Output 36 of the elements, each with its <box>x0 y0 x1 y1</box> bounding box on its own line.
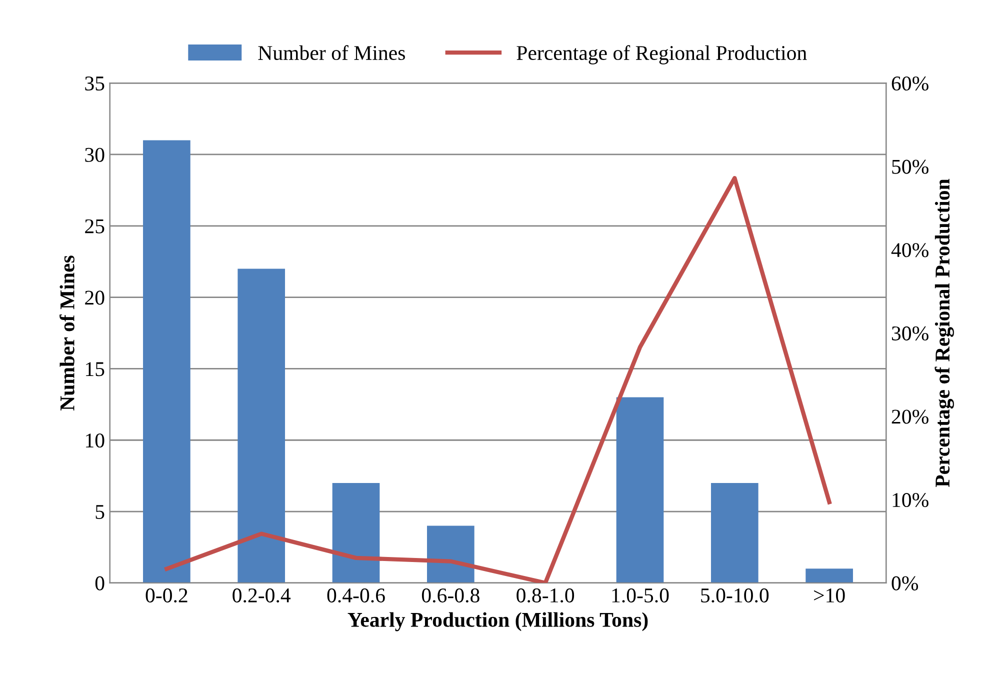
y2-tick-label: 10% <box>892 493 928 508</box>
y2-tick-label: 30% <box>892 326 928 341</box>
y2-tick-label: 60% <box>892 76 928 91</box>
bar <box>238 268 286 583</box>
y-tick-label: 30 <box>85 148 104 162</box>
x-tick-label: 5.0-10.0 <box>701 588 769 603</box>
x-axis-title: Yearly Production (Millions Tons) <box>348 612 648 632</box>
y2-tick-label: 40% <box>891 243 928 258</box>
y-tick-label: 20 <box>85 290 104 305</box>
y-tick-label: 5 <box>96 505 104 519</box>
bar <box>806 568 853 583</box>
x-tick-label: 1.0-5.0 <box>612 588 669 603</box>
bar <box>143 140 190 583</box>
bar <box>710 482 758 583</box>
x-tick-label: >10 <box>814 588 845 602</box>
y-tick-label: 25 <box>85 219 104 234</box>
x-tick-label: 0-0.2 <box>146 588 188 603</box>
x-tick-label: 0.4-0.6 <box>327 588 385 603</box>
y-tick-label: 10 <box>86 433 104 448</box>
y-axis-title: Number of Mines <box>60 256 74 411</box>
legend-label: Percentage of Regional Production <box>516 45 807 64</box>
legend-label: Number of Mines <box>258 45 405 60</box>
y2-tick-label: 0% <box>892 576 918 590</box>
y-tick-label: 0 <box>95 576 104 590</box>
y2-axis-title: Percentage of Regional Production <box>934 178 954 488</box>
x-tick-label: 0.2-0.4 <box>232 588 291 603</box>
bar <box>332 482 380 583</box>
bar <box>616 397 664 583</box>
line-series <box>164 176 832 583</box>
y-tick-label: 15 <box>86 362 104 376</box>
bar <box>427 526 474 583</box>
y2-tick-label: 50% <box>892 160 928 174</box>
y2-tick-label: 20% <box>892 410 928 424</box>
x-tick-label: 0.8-1.0 <box>516 588 574 603</box>
y-tick-label: 35 <box>85 76 104 91</box>
x-tick-label: 0.6-0.8 <box>422 588 480 603</box>
